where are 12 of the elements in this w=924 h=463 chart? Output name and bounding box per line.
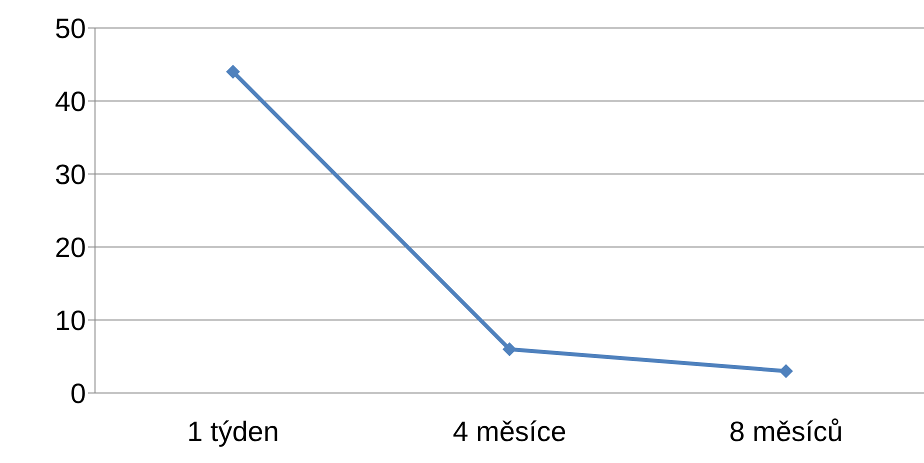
- y-tick-label: 50: [54, 12, 86, 44]
- point: [779, 364, 793, 378]
- x-tick-label: 8 měsíců: [729, 416, 843, 447]
- y-tick-label: 30: [54, 158, 86, 190]
- y-tick-label: 0: [70, 378, 86, 409]
- y-tick-label: 40: [54, 86, 86, 117]
- x-tick-label: 1 týden: [187, 416, 279, 447]
- point: [502, 342, 516, 356]
- y-tick-label: 10: [54, 304, 86, 336]
- y-tick-label: 20: [54, 232, 86, 263]
- x-tick-label: 4 měsíce: [452, 416, 566, 447]
- point: [226, 64, 240, 79]
